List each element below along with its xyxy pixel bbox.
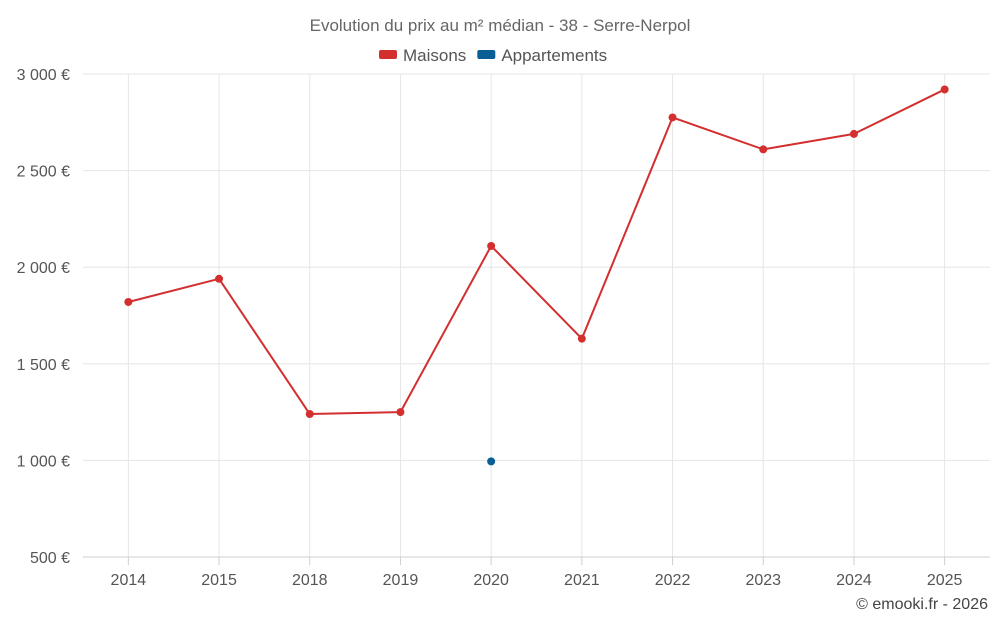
x-tick-label: 2025 — [927, 572, 963, 589]
legend-item-maisons[interactable]: Maisons — [379, 46, 466, 65]
x-tick-label: 2023 — [745, 572, 781, 589]
legend: Maisons Appartements — [379, 46, 607, 65]
data-point[interactable] — [124, 297, 133, 306]
series-line — [128, 88, 946, 416]
x-tick-label: 2022 — [655, 572, 691, 589]
y-tick-label: 2 500 € — [17, 164, 70, 181]
data-point[interactable] — [849, 129, 858, 138]
legend-item-appartements[interactable]: Appartements — [477, 46, 607, 65]
data-point[interactable] — [305, 410, 314, 419]
x-tick-label: 2019 — [383, 572, 419, 589]
data-point[interactable] — [215, 274, 224, 283]
x-gridlines — [127, 74, 946, 557]
y-tick-label: 1 500 € — [17, 357, 70, 374]
data-point[interactable] — [487, 241, 496, 250]
data-point[interactable] — [396, 408, 405, 417]
x-tick-label: 2024 — [836, 572, 872, 589]
y-axis-ticks: 500 € 1 000 € 1 500 € 2 000 € 2 500 € 3 000 € — [17, 67, 70, 567]
series-appartements — [487, 457, 496, 466]
data-point[interactable] — [577, 334, 586, 343]
chart-title: Evolution du prix au m² médian - 38 - Se… — [310, 16, 691, 35]
y-tick-label: 1 000 € — [17, 453, 70, 470]
x-tick-label: 2014 — [111, 572, 147, 589]
x-tick-label: 2021 — [564, 572, 600, 589]
credit-text: © emooki.fr - 2026 — [856, 596, 988, 613]
legend-label: Appartements — [501, 46, 607, 65]
x-tick-label: 2015 — [201, 572, 237, 589]
y-gridlines — [83, 73, 990, 461]
series-layer — [124, 85, 949, 466]
x-axis-ticks: 2014 2015 2018 2019 2020 2021 2022 2023 2024 2025 — [111, 557, 963, 589]
y-tick-label: 2 000 € — [17, 260, 70, 277]
series-maisons — [124, 85, 949, 419]
legend-swatch — [477, 50, 496, 59]
data-point[interactable] — [940, 85, 949, 94]
legend-label: Maisons — [403, 46, 466, 65]
data-point[interactable] — [759, 145, 768, 154]
data-point[interactable] — [668, 113, 677, 122]
y-tick-label: 500 € — [30, 550, 70, 567]
x-tick-label: 2018 — [292, 572, 328, 589]
x-tick-label: 2020 — [473, 572, 509, 589]
y-tick-label: 3 000 € — [17, 67, 70, 84]
data-point[interactable] — [487, 457, 496, 466]
legend-swatch — [379, 50, 397, 59]
